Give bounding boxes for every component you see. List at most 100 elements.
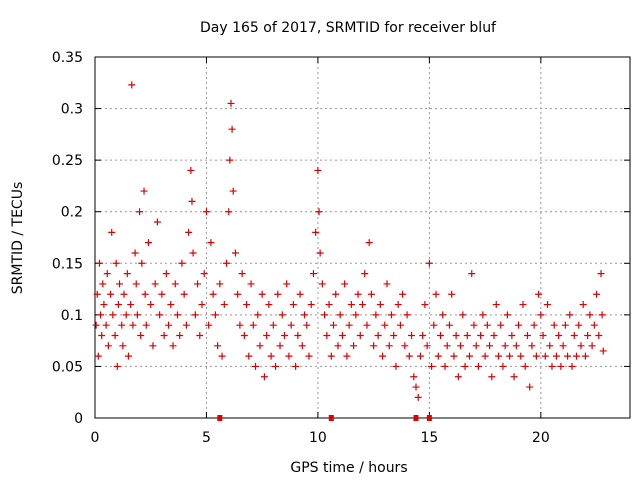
data-point [205,321,213,329]
data-point [285,352,293,360]
data-point [325,301,333,309]
data-point [114,301,122,309]
data-point [503,311,511,319]
data-point [486,342,494,350]
data-point [278,311,286,319]
data-point [220,301,228,309]
data-point [354,290,362,298]
data-point [124,352,132,360]
data-point [519,301,527,309]
data-point [564,352,572,360]
data-point [196,331,204,339]
data-point [416,352,424,360]
data-point [141,290,149,298]
data-point [372,311,380,319]
data-point [359,301,366,309]
data-point [452,331,460,339]
data-point [211,311,219,319]
data-point [149,342,157,350]
data-point [301,311,309,319]
data-point [97,311,105,319]
data-point [530,321,538,329]
data-point [258,290,266,298]
data-point [528,342,536,350]
data-point [450,352,458,360]
data-point [216,280,224,288]
data-point [103,270,111,278]
data-point [483,321,491,329]
data-point [323,331,331,339]
data-point [265,301,273,309]
data-point [107,290,115,298]
data-point [263,331,271,339]
data-point [419,331,427,339]
data-point [546,342,554,350]
data-point [108,228,116,236]
gridlines [95,57,630,418]
data-point [153,218,161,226]
data-point [182,321,190,329]
data-point [162,270,170,278]
data-point [229,187,237,195]
data-point [133,311,141,319]
baseline-marker [328,415,334,421]
data-point [492,301,500,309]
data-point [127,301,135,309]
chart-title: Day 165 of 2017, SRMTID for receiver blu… [200,20,497,36]
data-point [497,321,505,329]
data-point [187,166,195,174]
data-point [412,383,420,391]
data-point [260,373,268,381]
data-point [112,259,120,267]
data-point [557,362,565,370]
data-point [526,383,534,391]
data-point [314,166,322,174]
data-point [379,352,387,360]
data-point [283,280,291,288]
data-point [599,347,607,355]
data-point [414,393,422,401]
data-point [189,249,197,257]
data-point [280,331,288,339]
data-point [173,311,181,319]
data-point [432,290,440,298]
data-point [448,290,456,298]
data-point [276,342,284,350]
data-point [247,280,255,288]
data-point [441,362,449,370]
data-point [510,373,518,381]
data-point [584,331,592,339]
data-point [350,342,358,350]
data-point [376,301,384,309]
data-point [479,311,487,319]
data-point [145,239,152,247]
y-tick-label: 0 [74,411,83,427]
data-point [188,197,196,205]
data-point [367,290,375,298]
data-point [535,290,543,298]
data-point [158,290,166,298]
data-point [550,321,558,329]
data-point [138,259,146,267]
data-point [93,290,101,298]
data-point [598,311,606,319]
x-tick-label: 10 [309,430,327,446]
data-point [296,290,304,298]
data-point [104,342,112,350]
data-point [95,259,103,267]
data-point [338,331,346,339]
data-point [214,342,222,350]
data-point [252,362,259,370]
data-point [209,290,217,298]
data-point [318,280,326,288]
data-point [254,311,262,319]
data-point [240,331,248,339]
data-point [243,301,251,309]
y-tick-label: 0.1 [61,308,83,324]
data-point [570,331,578,339]
data-point [292,362,300,370]
y-axis-ticks: 0 0.05 0.1 0.15 0.2 0.25 0.3 0.35 [52,50,630,427]
data-point [597,270,605,278]
data-point [517,352,525,360]
data-points [92,81,607,401]
